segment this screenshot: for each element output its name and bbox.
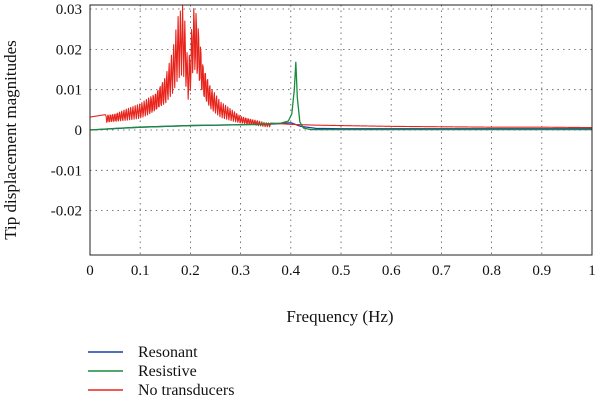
y-tick-label: 0	[75, 123, 83, 139]
x-tick-label: 1	[588, 263, 596, 279]
x-tick-label: 0.4	[281, 263, 300, 279]
y-tick-label: -0.02	[51, 204, 82, 220]
x-tick-label: 0.9	[532, 263, 551, 279]
x-tick-label: 0.7	[432, 263, 451, 279]
x-tick-label: 0.3	[231, 263, 250, 279]
y-tick-label: 0.03	[56, 2, 82, 18]
x-tick-label: 0.5	[332, 263, 351, 279]
x-tick-label: 0	[86, 263, 94, 279]
x-axis-label: Frequency (Hz)	[286, 307, 393, 326]
legend: Resonant Resistive No transducers	[88, 344, 234, 399]
plot-frame	[89, 4, 593, 256]
series-line-no-transducers	[90, 5, 592, 129]
y-axis-label: Tip displacement magnitudes	[1, 40, 20, 240]
tick-labels: 0 0.1 0.2 0.3 0.4 0.5 0.6 0.7 0.8 0.9 1 0.03 0.02 0.0…	[51, 2, 596, 279]
x-tick-label: 0.8	[482, 263, 501, 279]
legend-label-resistive: Resistive	[138, 363, 197, 380]
x-tick-label: 0.6	[382, 263, 401, 279]
y-tick-label: 0.02	[56, 42, 82, 58]
y-tick-label: -0.01	[51, 163, 82, 179]
legend-label-no-transducers: No transducers	[138, 382, 234, 399]
series-layer	[90, 5, 592, 131]
x-tick-label: 0.1	[131, 263, 150, 279]
y-tick-label: 0.01	[56, 83, 82, 99]
x-tick-label: 0.2	[181, 263, 200, 279]
series-line-resistive	[90, 61, 592, 131]
legend-label-resonant: Resonant	[138, 344, 198, 361]
